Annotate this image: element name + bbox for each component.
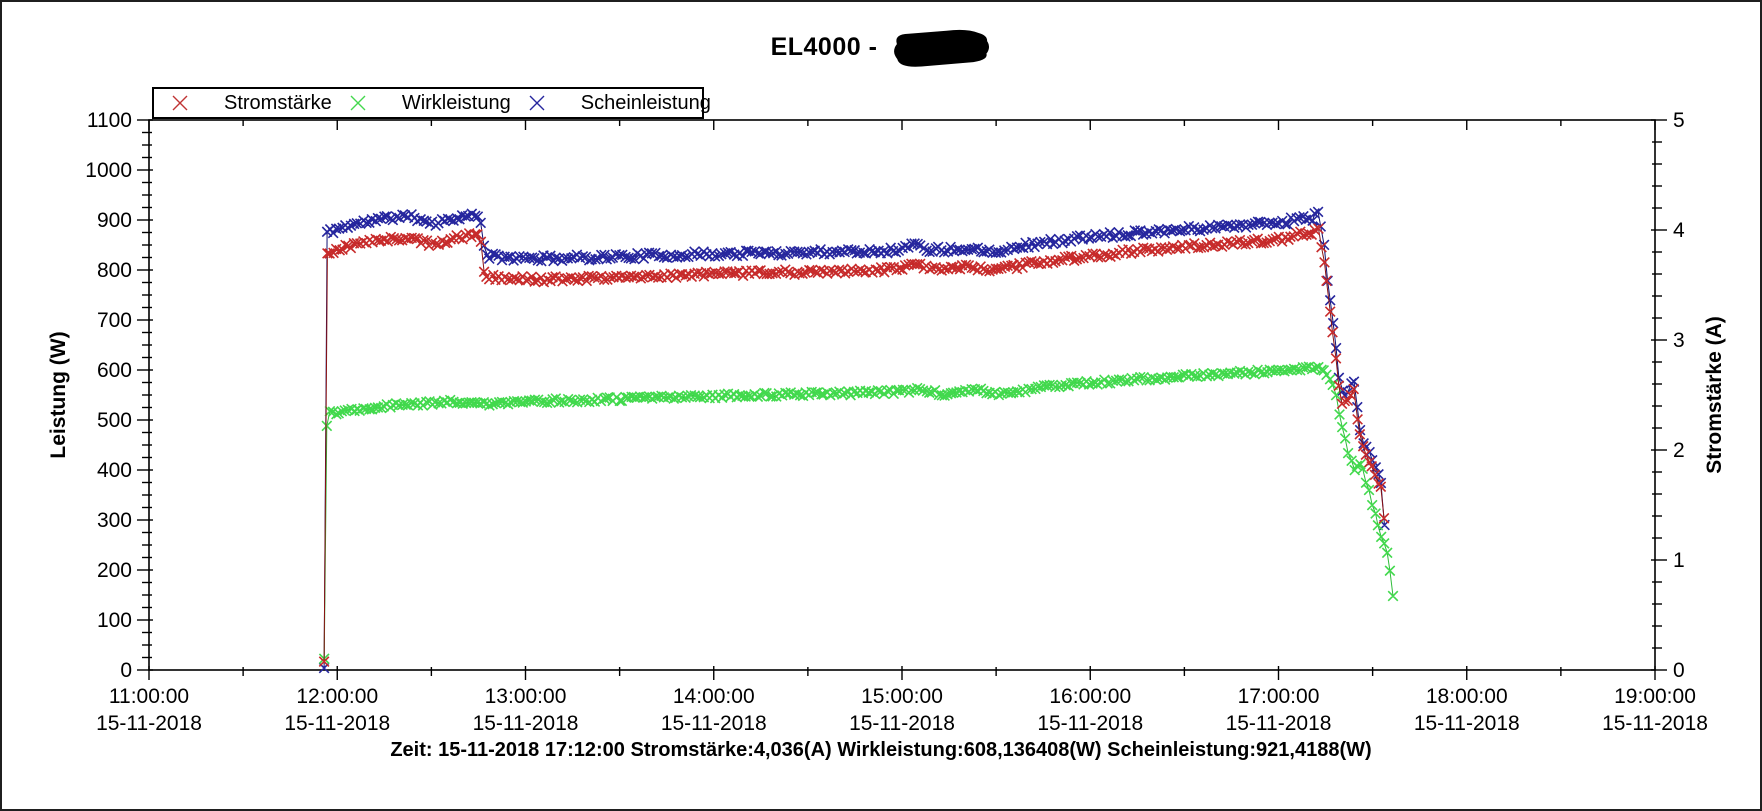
legend-item-wirkleistung: Wirkleistung (332, 92, 511, 115)
series-markers-stromstärke (318, 223, 1390, 667)
y-left-tick-label: 400 (97, 459, 132, 482)
plot-frame (148, 119, 1656, 671)
legend: Stromstärke Wirkleistung Scheinleistung (152, 87, 711, 119)
stromstaerke-x-marker-icon (172, 95, 188, 111)
redaction-blob (894, 29, 990, 67)
y-axis-label-left: Leistung (W) (47, 331, 70, 459)
y-left-tick-label: 1000 (85, 159, 132, 182)
y-left-tick-label: 200 (97, 559, 132, 582)
legend-label: Stromstärke (224, 91, 332, 114)
series-markers-scheinleistung (318, 206, 1390, 674)
x-tick-time-label: 14:00:00 (673, 685, 755, 708)
x-tick-time-label: 17:00:00 (1238, 685, 1320, 708)
x-tick-date-label: 15-11-2018 (1226, 712, 1332, 735)
x-tick-date-label: 15-11-2018 (96, 712, 202, 735)
x-tick-time-label: 13:00:00 (485, 685, 567, 708)
chart-title: EL4000 - (770, 32, 878, 61)
x-tick-date-label: 15-11-2018 (1602, 712, 1708, 735)
x-tick-time-label: 16:00:00 (1049, 685, 1131, 708)
y-left-tick-label: 900 (97, 209, 132, 232)
y-left-tick-label: 300 (97, 509, 132, 532)
series-line-stromstärke (323, 227, 1385, 662)
y-left-tick-label: 600 (97, 359, 132, 382)
chart-title-row: EL4000 - (2, 26, 1760, 68)
y-axis-label-right: Stromstärke (A) (1703, 316, 1726, 474)
scheinleistung-x-marker-icon (529, 95, 545, 111)
x-tick-date-label: 15-11-2018 (849, 712, 955, 735)
y-left-tick-label: 0 (120, 659, 132, 682)
y-right-tick-label: 1 (1673, 549, 1685, 572)
x-tick-time-label: 18:00:00 (1426, 685, 1508, 708)
legend-item-stromstaerke: Stromstärke (154, 92, 332, 115)
legend-label: Wirkleistung (401, 91, 511, 114)
wirkleistung-x-marker-icon (350, 95, 366, 111)
y-right-tick-label: 5 (1673, 109, 1685, 132)
series-markers-wirkleistung (318, 361, 1399, 665)
x-tick-time-label: 12:00:00 (296, 685, 378, 708)
status-readout: Zeit: 15-11-2018 17:12:00 Stromstärke:4,… (390, 739, 1372, 761)
y-left-tick-label: 500 (97, 409, 132, 432)
y-right-tick-label: 4 (1673, 219, 1685, 242)
legend-label: Scheinleistung (580, 91, 711, 114)
series-line-wirkleistung (323, 366, 1394, 659)
x-tick-date-label: 15-11-2018 (1037, 712, 1143, 735)
y-right-tick-label: 3 (1673, 329, 1685, 352)
x-tick-date-label: 15-11-2018 (473, 712, 579, 735)
y-left-tick-label: 100 (97, 609, 132, 632)
x-tick-time-label: 15:00:00 (861, 685, 943, 708)
y-right-tick-label: 0 (1673, 659, 1685, 682)
legend-item-scheinleistung: Scheinleistung (511, 92, 711, 115)
x-tick-date-label: 15-11-2018 (661, 712, 767, 735)
x-tick-date-label: 15-11-2018 (1414, 712, 1520, 735)
x-tick-time-label: 11:00:00 (109, 685, 189, 708)
x-tick-time-label: 19:00:00 (1614, 685, 1696, 708)
y-left-tick-label: 1100 (87, 109, 132, 132)
y-left-tick-label: 700 (97, 309, 132, 332)
y-left-tick-label: 800 (97, 259, 132, 282)
y-right-tick-label: 2 (1673, 439, 1685, 462)
x-tick-date-label: 15-11-2018 (284, 712, 390, 735)
